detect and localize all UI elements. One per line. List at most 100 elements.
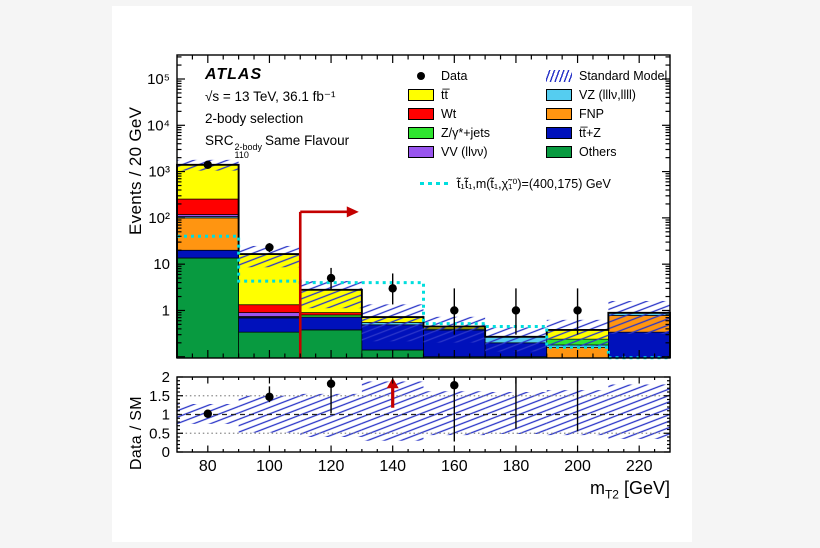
legend-item: tt̅+Z bbox=[546, 123, 667, 142]
region-suffix: Same Flavour bbox=[265, 133, 350, 148]
legend-label: Others bbox=[579, 144, 617, 159]
data-point bbox=[203, 160, 213, 170]
main-y-tick-label: 1 bbox=[162, 302, 170, 319]
legend: Data tt̅ Wt Z/γ*+jets VV (llνν) Standard Mode… bbox=[408, 66, 667, 161]
data-point bbox=[573, 306, 582, 315]
x-tick-label: 160 bbox=[441, 458, 468, 475]
ratio-y-tick-label: 0 bbox=[162, 444, 170, 461]
ratio-y-tick-label: 0.5 bbox=[149, 425, 170, 442]
x-tick-label: 80 bbox=[199, 458, 217, 475]
stack-segment bbox=[299, 312, 363, 316]
data-point bbox=[265, 243, 274, 252]
legend-label: tt̅+Z bbox=[579, 125, 601, 140]
x-title-unit: [GeV] bbox=[618, 478, 670, 498]
ratio-point bbox=[326, 379, 336, 388]
color-swatch bbox=[408, 145, 434, 158]
legend-label: tt̅ bbox=[441, 87, 448, 102]
legend-item: VV (llνν) bbox=[408, 142, 536, 161]
region-subscript: 110 bbox=[234, 150, 249, 160]
legend-item: VZ (lllν,llll) bbox=[546, 85, 667, 104]
color-swatch bbox=[408, 126, 434, 139]
legend-item: tt̅ bbox=[408, 85, 536, 104]
data-point bbox=[450, 306, 459, 315]
stack-segment bbox=[299, 316, 363, 331]
x-tick-label: 220 bbox=[626, 458, 653, 475]
x-title-base: m bbox=[589, 478, 605, 498]
legend-label: VV (llνν) bbox=[441, 144, 488, 159]
legend-item: Z/γ*+jets bbox=[408, 123, 536, 142]
ratio-y-tick-label: 1 bbox=[162, 407, 170, 424]
region-label: SRC 2-body 110 Same Flavour bbox=[205, 130, 350, 160]
ratio-band-bin bbox=[608, 384, 670, 439]
signal-label: t̃₁t̃₁,m(t̃₁,χ̃₁⁰)=(400,175) GeV bbox=[457, 177, 611, 191]
x-tick-label: 140 bbox=[379, 458, 406, 475]
cut-arrowhead bbox=[346, 206, 359, 218]
data-point bbox=[326, 273, 336, 283]
main-y-tick-label: 10⁵ bbox=[147, 71, 170, 88]
signal-region-cut-arrow bbox=[298, 206, 359, 358]
main-y-axis-title: Events / 20 GeV bbox=[126, 106, 145, 235]
color-swatch bbox=[408, 107, 434, 120]
main-y-tick-label: 10⁴ bbox=[147, 117, 170, 134]
legend-item: Standard Model bbox=[546, 66, 667, 85]
legend-item: Wt bbox=[408, 104, 536, 123]
x-tick-label: 100 bbox=[256, 458, 283, 475]
x-tick-label: 120 bbox=[318, 458, 345, 475]
legend-item: FNP bbox=[546, 104, 667, 123]
legend-label: Z/γ*+jets bbox=[441, 125, 490, 140]
main-y-tick-label: 10³ bbox=[148, 164, 170, 181]
band-bin bbox=[238, 245, 301, 268]
color-swatch bbox=[546, 145, 572, 158]
data-marker-swatch bbox=[408, 70, 434, 82]
x-axis-title: mT2 [GeV] bbox=[590, 478, 670, 502]
data-points bbox=[203, 160, 582, 335]
legend-label: Data bbox=[441, 68, 468, 83]
stack-segment bbox=[176, 257, 239, 359]
stack-segment bbox=[238, 317, 301, 333]
stack-segment bbox=[238, 312, 301, 317]
stack-segment bbox=[238, 304, 301, 313]
selection-label: 2-body selection bbox=[205, 111, 304, 126]
ratio-y-axis-title: Data / SM bbox=[128, 396, 145, 470]
signal-line-swatch bbox=[420, 182, 450, 185]
x-tick-label: 180 bbox=[503, 458, 530, 475]
energy-lumi-label: √s = 13 TeV, 36.1 fb⁻¹ bbox=[205, 89, 336, 104]
legend-label: VZ (lllν,llll) bbox=[579, 87, 636, 102]
data-point bbox=[511, 306, 521, 315]
region-base: SRC bbox=[205, 133, 234, 148]
legend-label: Standard Model bbox=[579, 68, 668, 83]
x-title-subscript: T2 bbox=[604, 487, 619, 502]
data-point bbox=[388, 284, 397, 293]
color-swatch bbox=[546, 88, 572, 101]
ratio-y-tick-label: 1.5 bbox=[149, 388, 170, 405]
legend-item: Others bbox=[546, 142, 667, 161]
annotation-block: ATLAS √s = 13 TeV, 36.1 fb⁻¹ 2-body sele… bbox=[205, 64, 350, 160]
sm-uncertainty-swatch bbox=[546, 69, 572, 82]
ratio-point bbox=[450, 381, 459, 390]
ratio-panel bbox=[177, 377, 670, 442]
legend-label: FNP bbox=[579, 106, 604, 121]
signal-expectation-line bbox=[177, 234, 670, 360]
main-y-tick-label: 10 bbox=[153, 256, 170, 273]
x-tick-label: 200 bbox=[564, 458, 591, 475]
experiment-label: ATLAS bbox=[205, 66, 263, 83]
band-bin bbox=[361, 304, 424, 342]
legend-item: Data bbox=[408, 66, 536, 85]
stack-segment bbox=[176, 249, 239, 259]
color-swatch bbox=[546, 107, 572, 120]
ratio-point bbox=[265, 392, 274, 402]
region-supsub: 2-body 110 bbox=[234, 142, 263, 160]
ratio-y-tick-label: 2 bbox=[162, 369, 170, 386]
region-superscript: 2-body bbox=[234, 142, 263, 152]
stack-segment bbox=[176, 217, 239, 251]
band-bin bbox=[608, 300, 670, 334]
stack-segment bbox=[176, 198, 239, 215]
ratio-point bbox=[203, 409, 213, 418]
legend-item-signal: t̃₁t̃₁,m(t̃₁,χ̃₁⁰)=(400,175) GeV bbox=[420, 176, 611, 191]
main-y-tick-label: 10² bbox=[148, 210, 170, 227]
color-swatch bbox=[408, 88, 434, 101]
legend-label: Wt bbox=[441, 106, 457, 121]
